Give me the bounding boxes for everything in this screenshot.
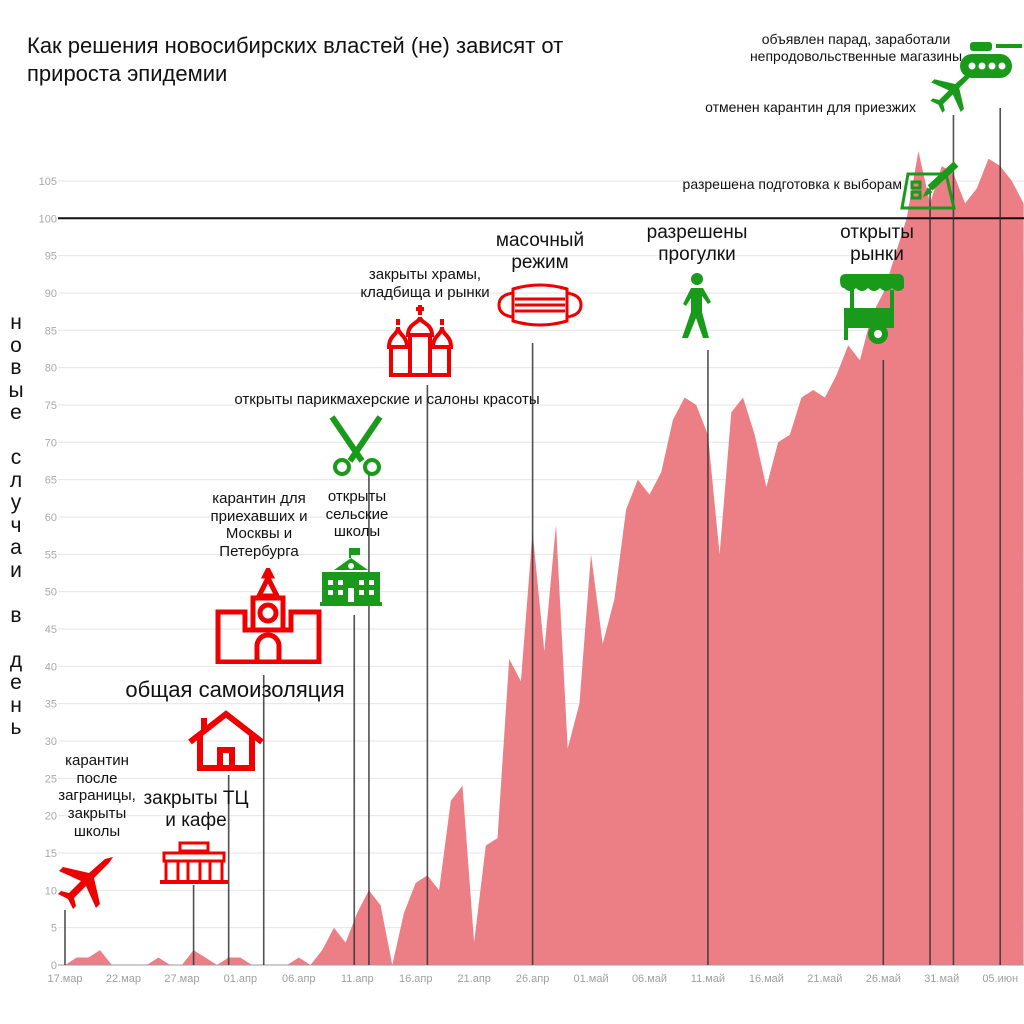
y-axis-label-letter: е — [10, 671, 22, 694]
x-tick-label: 01.апр — [224, 973, 257, 985]
y-axis-label-letter — [6, 425, 26, 448]
y-tick-label: 85 — [45, 325, 57, 337]
y-axis-label-letter — [6, 582, 26, 605]
y-axis-label-letter: в — [10, 356, 22, 379]
y-axis-label-letter: у — [10, 491, 22, 514]
x-tick-label: 06.май — [632, 973, 667, 985]
y-axis-label-letter: о — [10, 333, 22, 357]
x-tick-label: 16.апр — [399, 973, 432, 985]
y-axis-label-letter: н — [10, 311, 22, 334]
y-tick-label: 80 — [45, 363, 57, 375]
airplane-icon — [928, 68, 976, 116]
y-tick-label: 55 — [45, 549, 57, 561]
y-axis-label-letter: ы — [8, 378, 24, 402]
y-axis-label-letter: ь — [10, 716, 22, 739]
y-axis-label-letter: л — [9, 468, 23, 492]
area-series — [65, 151, 1024, 966]
event-label-5: открыты парикмахерские и салоны красоты — [234, 391, 540, 408]
y-tick-label: 65 — [45, 475, 57, 487]
event-label-1: закрыты ТЦ и кафе — [143, 788, 249, 832]
y-tick-label: 75 — [45, 400, 57, 412]
event-label-6: закрыты храмы, кладбища и рынки — [360, 266, 490, 301]
market-cart-icon — [838, 272, 906, 346]
event-label-0: карантин после заграницы, закрыты школы — [58, 752, 136, 840]
y-tick-label: 45 — [45, 624, 57, 636]
y-axis-label-letter: д — [9, 648, 23, 672]
y-axis-label-letter: с — [10, 446, 22, 469]
y-tick-label: 10 — [45, 885, 57, 897]
y-tick-label: 20 — [45, 811, 57, 823]
x-tick-label: 22.мар — [106, 973, 141, 985]
y-tick-label: 35 — [45, 699, 57, 711]
chart-title: Как решения новосибирских властей (не) з… — [27, 33, 564, 86]
x-tick-label: 11.май — [691, 973, 725, 985]
y-axis-label-letter: ч — [10, 513, 22, 537]
y-tick-label: 105 — [39, 176, 57, 188]
event-label-2: общая самоизоляция — [125, 677, 345, 702]
y-axis-label-letter: е — [10, 401, 22, 424]
y-tick-label: 95 — [45, 251, 57, 263]
airplane-icon — [55, 855, 115, 911]
shopping-mall-icon — [160, 840, 228, 885]
x-tick-label: 11.апр — [341, 973, 374, 985]
event-label-4: открыты сельские школы — [325, 488, 389, 541]
tank-icon — [958, 40, 1024, 80]
y-tick-label: 15 — [45, 848, 57, 860]
event-label-12: объявлен парад, заработали непродовольст… — [749, 31, 963, 64]
event-label-8: разрешены прогулки — [646, 222, 748, 266]
y-tick-label: 30 — [45, 736, 57, 748]
church-icon — [386, 305, 454, 377]
school-icon — [320, 546, 382, 606]
event-label-3: карантин для приехавших и Москвы и Петер… — [210, 490, 308, 561]
x-tick-label: 17.мар — [47, 973, 82, 985]
y-axis-label-letter: а — [10, 536, 22, 559]
scissors-icon — [328, 415, 384, 477]
y-tick-label: 50 — [45, 587, 57, 599]
y-tick-label: 0 — [51, 960, 57, 972]
y-tick-label: 25 — [45, 773, 57, 785]
y-tick-label: 40 — [45, 661, 57, 673]
y-tick-label: 90 — [45, 288, 57, 300]
x-tick-label: 27.мар — [164, 973, 199, 985]
event-label-11: отменен карантин для приезжих — [705, 99, 916, 115]
x-tick-label: 01.май — [573, 973, 608, 985]
house-icon — [186, 710, 266, 772]
y-axis-label-letter — [6, 627, 26, 650]
x-tick-label: 05.июн — [982, 973, 1018, 985]
ballot-icon — [900, 158, 962, 212]
y-axis-label-letter: и — [10, 558, 22, 582]
x-tick-label: 31.май — [924, 973, 959, 985]
face-mask-icon — [497, 283, 583, 327]
kremlin-tower-icon — [215, 568, 322, 664]
y-tick-label: 5 — [51, 923, 57, 935]
x-tick-label: 26.май — [866, 973, 901, 985]
x-tick-label: 21.апр — [457, 973, 490, 985]
walking-person-icon — [677, 272, 717, 340]
x-tick-label: 21.май — [807, 973, 842, 985]
y-axis-label-letter: н — [10, 693, 22, 717]
y-tick-label: 60 — [45, 512, 57, 524]
event-label-10: разрешена подготовка к выборам — [682, 176, 902, 192]
y-tick-label: 100 — [39, 213, 57, 225]
event-label-7: масочный режим — [495, 230, 585, 274]
x-tick-label: 16.май — [749, 973, 784, 985]
y-axis-label-letter: в — [10, 603, 22, 627]
event-label-9: открыты рынки — [840, 222, 914, 266]
y-tick-label: 70 — [45, 437, 57, 449]
x-tick-label: 26.апр — [516, 973, 549, 985]
x-tick-label: 06.апр — [282, 973, 315, 985]
